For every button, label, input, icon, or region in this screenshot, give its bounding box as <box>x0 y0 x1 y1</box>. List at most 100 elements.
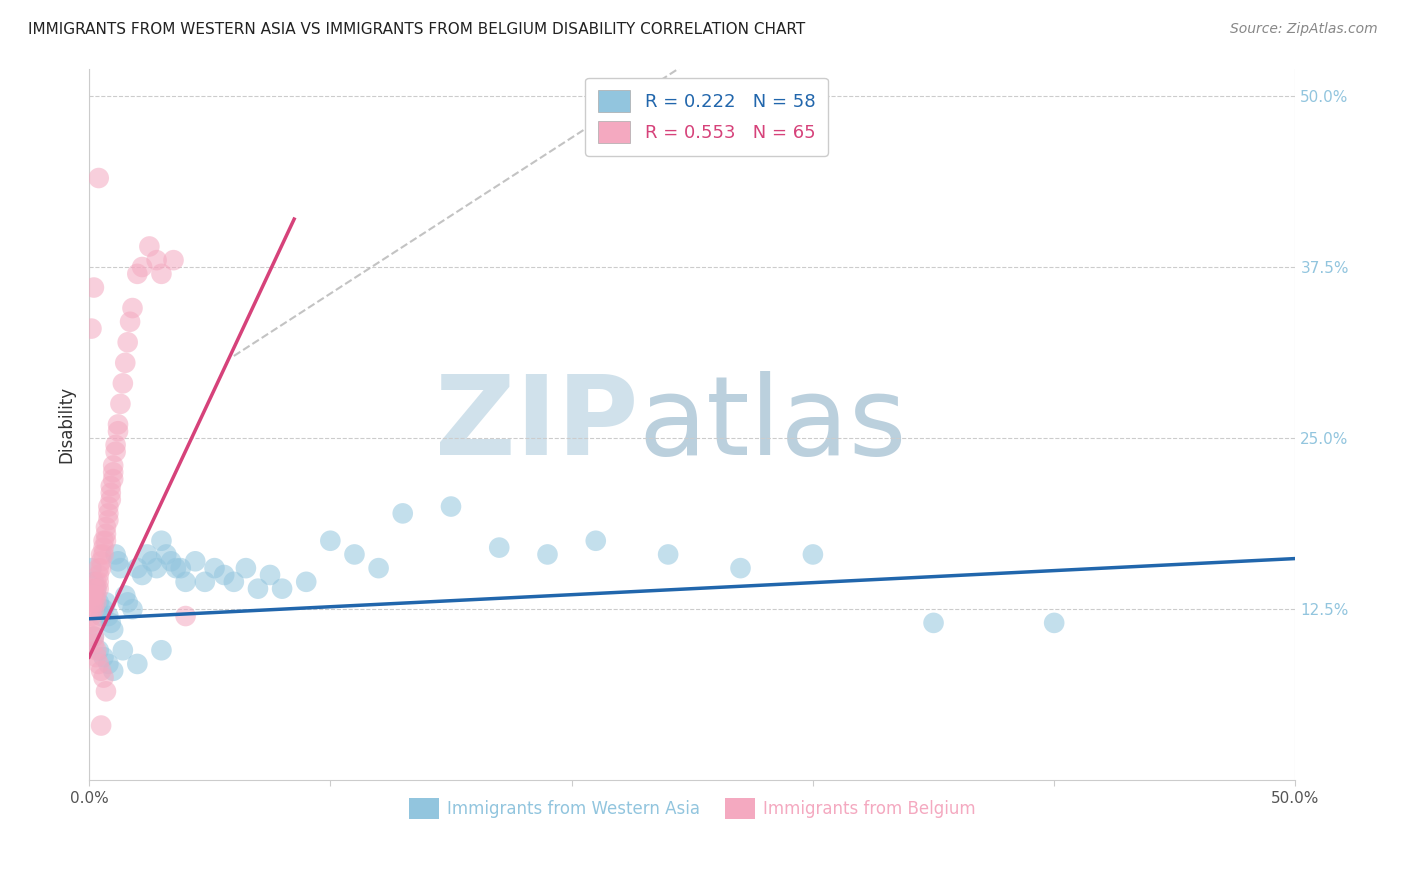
Point <box>80 602 103 616</box>
Point <box>84 643 107 657</box>
Point <box>150 533 173 548</box>
Point <box>83 602 105 616</box>
Point <box>97 657 120 671</box>
Point <box>97 513 120 527</box>
Point <box>922 615 945 630</box>
Point <box>111 643 134 657</box>
Point <box>103 466 125 480</box>
Point <box>136 548 159 562</box>
Text: Source: ZipAtlas.com: Source: ZipAtlas.com <box>1230 22 1378 37</box>
Point <box>84 589 107 603</box>
Point <box>80 595 103 609</box>
Point <box>90 548 112 562</box>
Point <box>93 602 115 616</box>
Point <box>246 582 269 596</box>
Point <box>114 589 136 603</box>
Point <box>730 561 752 575</box>
Point <box>222 574 245 589</box>
Point <box>83 636 105 650</box>
Point <box>391 507 413 521</box>
Point <box>104 438 127 452</box>
Point <box>111 376 134 391</box>
Point <box>440 500 463 514</box>
Point <box>162 253 184 268</box>
Point <box>103 623 125 637</box>
Point <box>83 280 105 294</box>
Point <box>83 630 105 644</box>
Point <box>80 609 103 624</box>
Point <box>83 595 105 609</box>
Point <box>90 718 112 732</box>
Point <box>97 609 120 624</box>
Point <box>155 548 177 562</box>
Point <box>117 335 139 350</box>
Y-axis label: Disability: Disability <box>58 386 75 463</box>
Point <box>100 486 122 500</box>
Point <box>170 561 193 575</box>
Point <box>145 253 167 268</box>
Point <box>93 541 115 555</box>
Point <box>127 561 149 575</box>
Point <box>1043 615 1066 630</box>
Point <box>343 548 366 562</box>
Point <box>84 582 107 596</box>
Legend: Immigrants from Western Asia, Immigrants from Belgium: Immigrants from Western Asia, Immigrants… <box>402 792 983 825</box>
Point <box>145 561 167 575</box>
Point <box>114 356 136 370</box>
Point <box>80 589 103 603</box>
Point <box>104 548 127 562</box>
Point <box>83 582 105 596</box>
Point <box>110 561 132 575</box>
Point <box>488 541 510 555</box>
Point <box>93 548 115 562</box>
Point <box>131 260 153 274</box>
Point <box>100 615 122 630</box>
Point <box>93 533 115 548</box>
Point <box>585 533 607 548</box>
Point <box>97 507 120 521</box>
Point <box>94 595 117 609</box>
Point <box>165 561 187 575</box>
Point <box>319 533 342 548</box>
Point <box>94 533 117 548</box>
Point <box>120 315 142 329</box>
Point <box>104 444 127 458</box>
Point <box>94 520 117 534</box>
Point <box>138 239 160 253</box>
Point <box>84 574 107 589</box>
Point <box>94 527 117 541</box>
Point <box>117 595 139 609</box>
Point <box>150 643 173 657</box>
Point <box>93 671 115 685</box>
Point <box>87 574 110 589</box>
Text: atlas: atlas <box>638 371 907 478</box>
Point <box>87 595 110 609</box>
Point <box>295 574 318 589</box>
Text: IMMIGRANTS FROM WESTERN ASIA VS IMMIGRANTS FROM BELGIUM DISABILITY CORRELATION C: IMMIGRANTS FROM WESTERN ASIA VS IMMIGRAN… <box>28 22 806 37</box>
Point <box>150 267 173 281</box>
Point <box>80 321 103 335</box>
Point <box>100 479 122 493</box>
Point <box>87 561 110 575</box>
Point <box>174 609 197 624</box>
Point <box>84 582 107 596</box>
Point <box>204 561 226 575</box>
Point <box>100 492 122 507</box>
Point <box>536 548 558 562</box>
Point <box>212 568 235 582</box>
Point <box>97 500 120 514</box>
Point <box>94 684 117 698</box>
Point <box>127 267 149 281</box>
Point <box>141 554 163 568</box>
Point <box>107 417 129 432</box>
Point <box>367 561 389 575</box>
Point <box>127 657 149 671</box>
Point <box>93 650 115 665</box>
Point <box>110 397 132 411</box>
Point <box>259 568 281 582</box>
Point <box>131 568 153 582</box>
Point <box>103 664 125 678</box>
Point <box>121 301 143 315</box>
Point <box>87 657 110 671</box>
Point <box>90 561 112 575</box>
